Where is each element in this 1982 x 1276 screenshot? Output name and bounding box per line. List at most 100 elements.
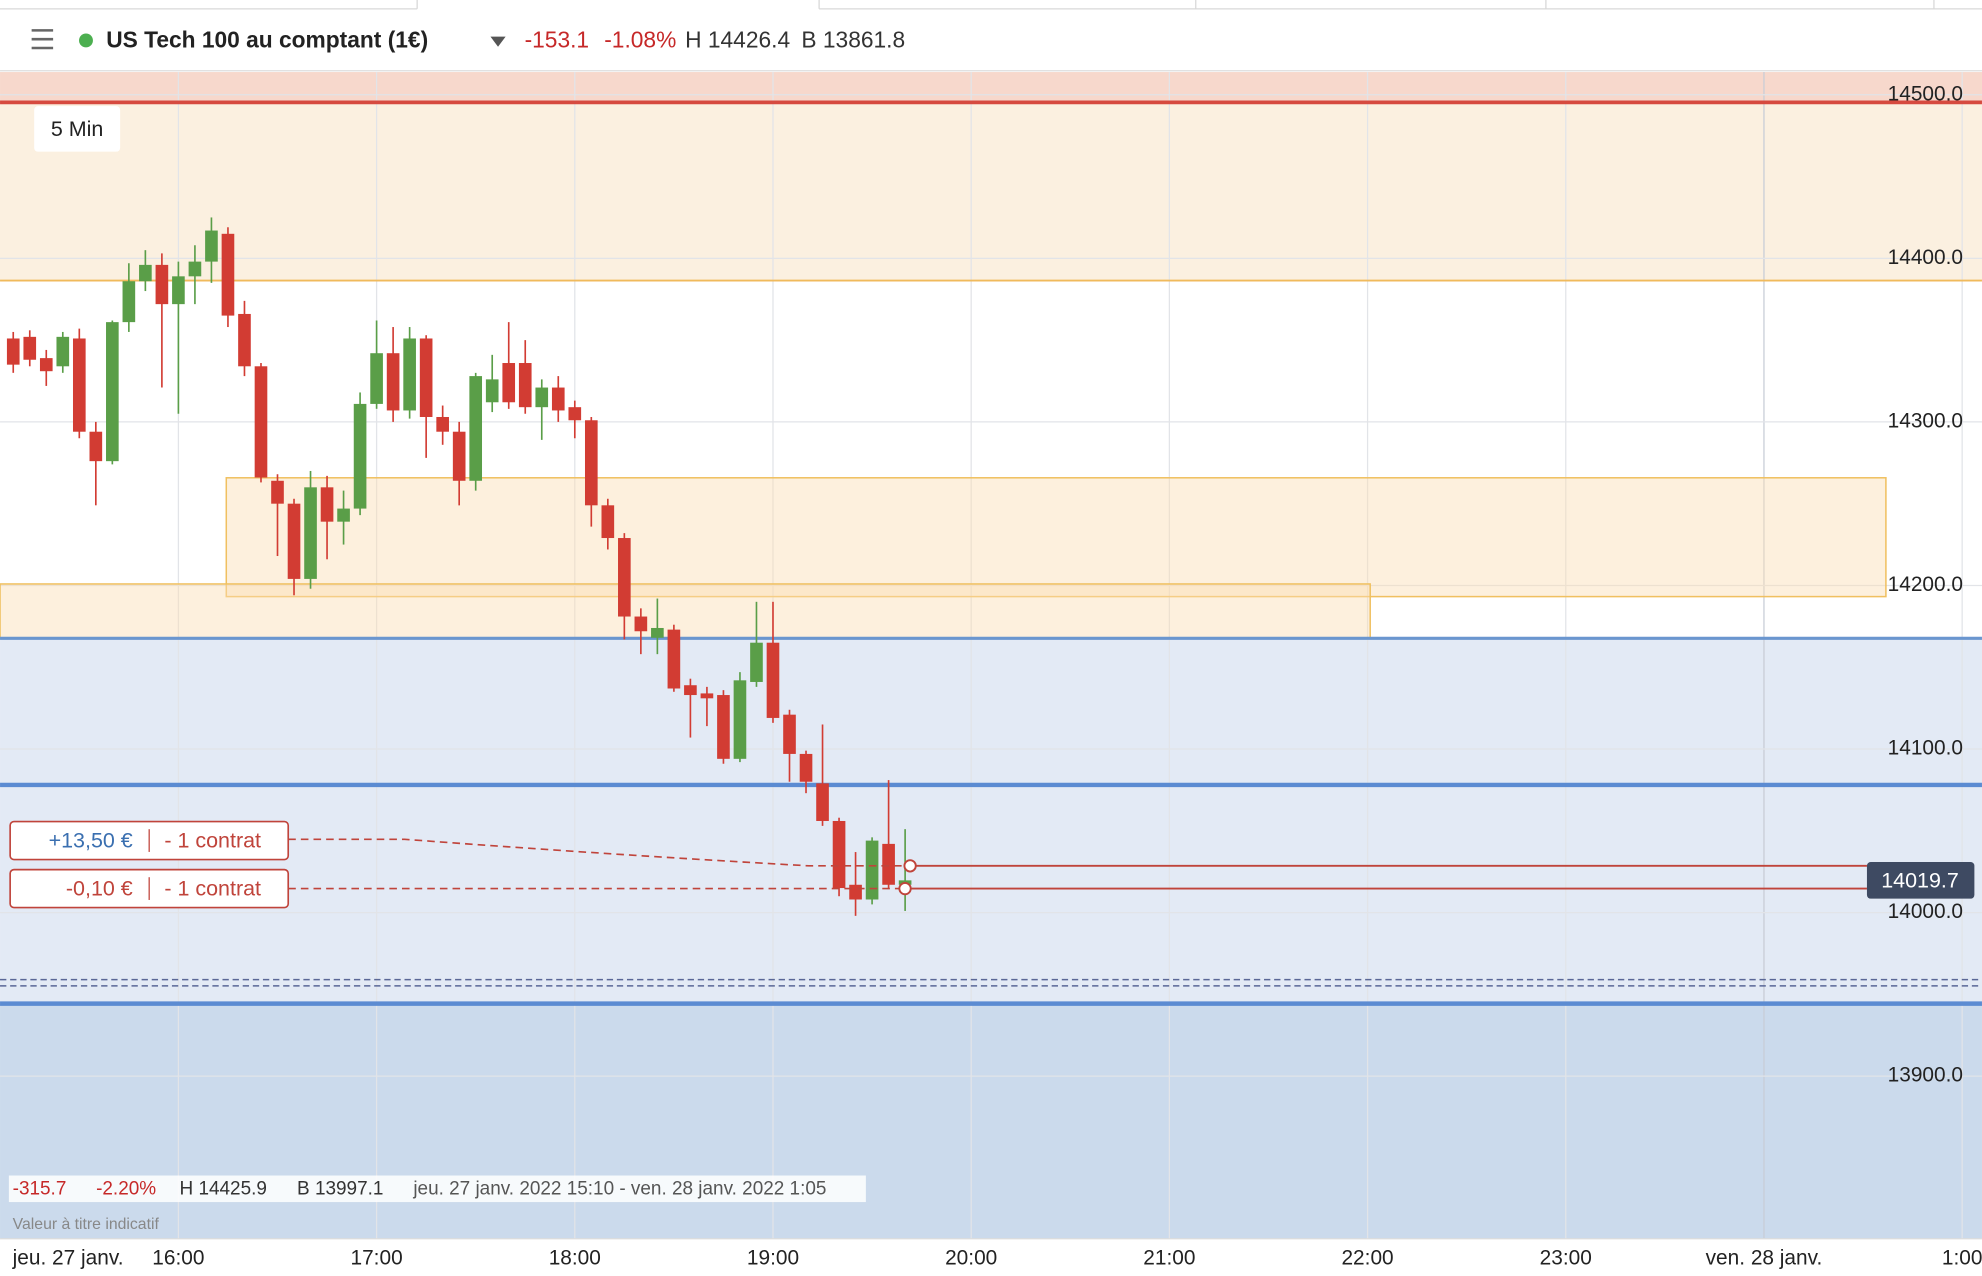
status-dot: [79, 33, 93, 48]
candle-body: [353, 403, 367, 509]
candle-body: [651, 627, 664, 638]
candle-body: [271, 480, 284, 504]
candle-body: [551, 387, 565, 411]
candle-body: [618, 538, 631, 617]
candle-body: [733, 680, 747, 759]
instrument-title[interactable]: US Tech 100 au comptant (1€): [106, 27, 428, 53]
zone-box: [0, 583, 1371, 640]
candle-body: [89, 431, 103, 462]
y-tick-label: 14400.0: [1888, 246, 1963, 269]
candle-body: [6, 338, 20, 365]
position-pnl: -0,10 €: [66, 877, 133, 901]
header-high: H 14426.4: [685, 27, 790, 53]
timeframe-badge[interactable]: [34, 106, 121, 152]
x-tick-label: 18:00: [549, 1246, 601, 1269]
candles: [6, 217, 912, 916]
candle-body: [287, 503, 301, 579]
candle-body: [403, 338, 416, 411]
zone: [0, 638, 1982, 1004]
menu-icon[interactable]: [31, 29, 54, 50]
candle-body: [419, 338, 433, 417]
candle-body: [304, 487, 317, 579]
candle-body: [436, 416, 449, 432]
candle-body: [221, 233, 235, 316]
candle-body: [766, 642, 780, 718]
candle-body: [122, 281, 136, 323]
candle-body: [205, 230, 218, 262]
candle-body: [750, 642, 763, 682]
stats-low: B 13997.1: [297, 1178, 383, 1199]
y-tick-label: 14000.0: [1888, 900, 1963, 923]
candle-body: [717, 695, 730, 759]
axis-overlay: 16:00 17:00 18:00 19:00 20:00 21:00 22:00 23:00…: [152, 82, 1982, 1269]
candle-body: [254, 366, 268, 478]
y-tick-label: 14300.0: [1888, 409, 1963, 432]
candle-body: [700, 693, 714, 699]
position-link: [288, 838, 911, 867]
candle-body: [139, 264, 152, 282]
position-handle[interactable]: [898, 881, 912, 896]
grid: [0, 72, 1982, 1239]
stats-change-pct: -2.20%: [96, 1178, 156, 1199]
candle-body: [320, 487, 334, 522]
candle-body: [865, 840, 879, 900]
position-handle[interactable]: [903, 859, 917, 873]
last-price-badge: [1866, 862, 1975, 899]
candle-body: [816, 783, 829, 821]
candle-body: [23, 336, 37, 360]
x-tick-label: 23:00: [1540, 1246, 1592, 1269]
zone: [0, 1003, 1982, 1239]
candle-body: [452, 431, 466, 481]
x-tick-label: 22:00: [1341, 1246, 1393, 1269]
note: Valeur à titre indicatif: [13, 1216, 160, 1233]
position-pnl: +13,50 €: [49, 828, 133, 852]
position-lines: +13,50 € - 1 contrat -0,10 € - 1 contrat: [9, 820, 1867, 909]
levels: [0, 100, 1982, 1006]
candle-body: [56, 336, 70, 367]
candle-body: [502, 363, 516, 403]
x-tick-label: 17:00: [351, 1246, 403, 1269]
candle-body: [155, 264, 169, 305]
candle-body: [106, 322, 119, 462]
candle-body: [188, 261, 202, 277]
position-size: - 1 contrat: [164, 877, 261, 901]
y-tick-label: 14200.0: [1888, 573, 1963, 596]
candle-body: [684, 685, 697, 696]
x-axis-bar: [0, 1238, 1982, 1276]
stats-change: -315.7: [13, 1178, 67, 1199]
candle-body: [485, 379, 499, 403]
x-tick-label: 21:00: [1143, 1246, 1195, 1269]
tab-strip: [0, 0, 1982, 10]
header-bar: [0, 0, 1982, 71]
position-size: - 1 contrat: [164, 828, 261, 852]
candle-body: [783, 714, 796, 754]
x-tick-label: 19:00: [747, 1246, 799, 1269]
stats-range: jeu. 27 janv. 2022 15:10 - ven. 28 janv.…: [412, 1178, 826, 1199]
x-tick-label: ven. 28 janv.: [1706, 1246, 1823, 1269]
header-change-pct: -1.08%: [604, 27, 676, 53]
candle-body: [799, 753, 813, 782]
header-low: B 13861.8: [801, 27, 905, 53]
zone-box: [225, 477, 1887, 598]
candle-body: [849, 884, 862, 900]
candle-body: [172, 276, 185, 305]
timeframe[interactable]: 5 Min: [51, 117, 104, 141]
y-tick-label: 13900.0: [1888, 1064, 1963, 1087]
candle-body: [535, 387, 549, 408]
candle-body: [370, 353, 383, 404]
y-tick-label: 14100.0: [1888, 737, 1963, 760]
candle-body: [518, 363, 532, 408]
zone: [0, 103, 1982, 281]
candle-body: [39, 358, 53, 372]
candle-body: [601, 505, 615, 539]
x-tick-label: 20:00: [945, 1246, 997, 1269]
candle-body: [882, 843, 895, 885]
stats-high: H 14425.9: [180, 1178, 267, 1199]
x-tick-label: 1:00: [1942, 1246, 1982, 1269]
date-label: jeu. 27 janv.: [12, 1246, 124, 1269]
dropdown-arrow[interactable]: [490, 36, 506, 47]
y-tick-label: 14500.0: [1888, 82, 1963, 105]
candle-body: [832, 820, 846, 889]
